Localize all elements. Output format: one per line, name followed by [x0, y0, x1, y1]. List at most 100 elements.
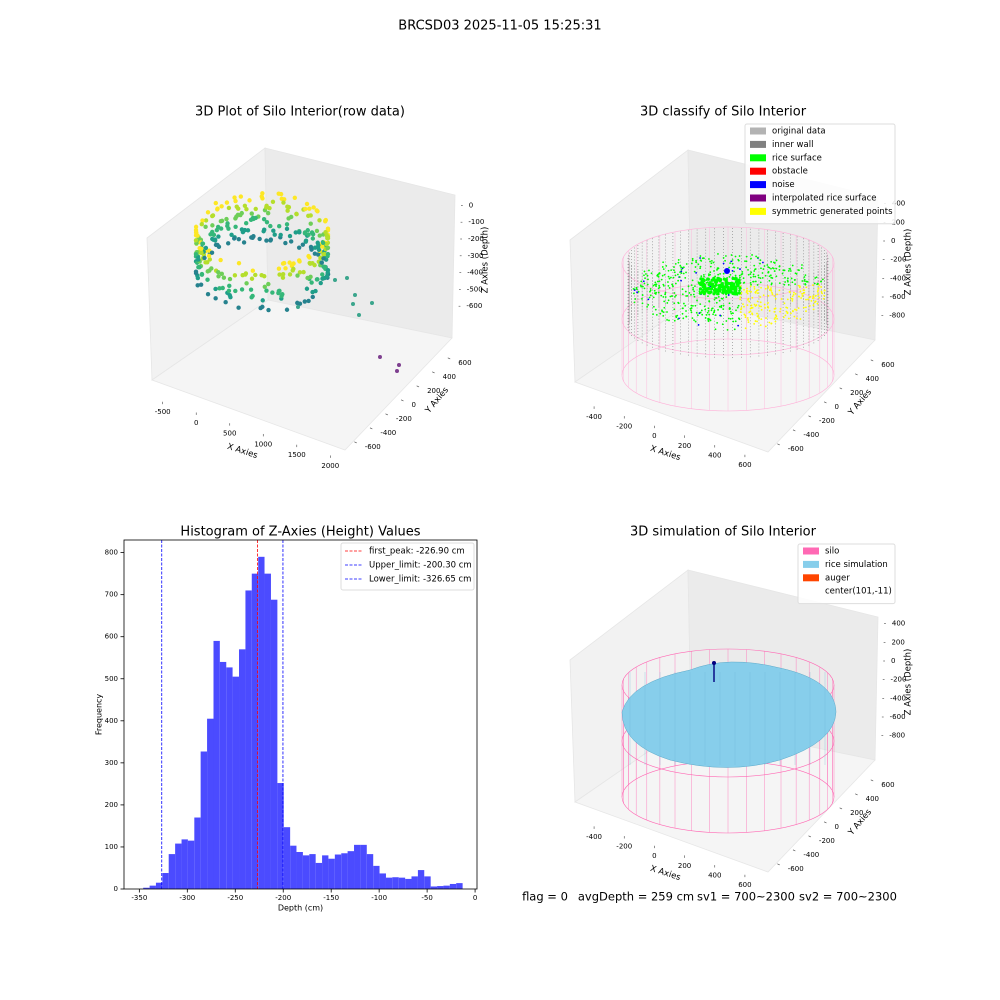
- point: [811, 297, 814, 300]
- point: [776, 317, 779, 320]
- point: [759, 301, 762, 304]
- point: [812, 295, 814, 298]
- point: [693, 319, 695, 322]
- point: [747, 273, 750, 276]
- point: [685, 315, 688, 318]
- point: [760, 286, 762, 289]
- point: [688, 292, 691, 294]
- point: [300, 242, 306, 247]
- point: [231, 236, 237, 241]
- point: [325, 270, 330, 275]
- point: [209, 250, 215, 255]
- point: [734, 255, 737, 258]
- point: [816, 290, 819, 293]
- point: [802, 292, 804, 295]
- point: [793, 291, 795, 294]
- point: [647, 303, 650, 306]
- point: [641, 297, 643, 300]
- point: [219, 204, 224, 209]
- point: [793, 315, 796, 318]
- point: [724, 278, 728, 282]
- point: [722, 272, 725, 275]
- point: [682, 302, 685, 305]
- point: [749, 276, 752, 279]
- point: [756, 320, 758, 323]
- point: [771, 277, 774, 279]
- point: [767, 270, 770, 273]
- point: [673, 269, 675, 272]
- z-tick-label: 400: [892, 620, 905, 628]
- point: [785, 310, 788, 313]
- point: [662, 261, 665, 264]
- point: [805, 286, 808, 289]
- x-tick-label: 0: [652, 432, 656, 440]
- bar: [456, 883, 463, 889]
- legend-label: rice simulation: [825, 560, 888, 570]
- point: [787, 317, 790, 320]
- point: [284, 222, 290, 227]
- point: [736, 306, 739, 309]
- point: [747, 319, 749, 321]
- y-tick-label: -200: [819, 417, 835, 425]
- point: [673, 292, 676, 294]
- legend-patch: [750, 181, 766, 189]
- point: [807, 298, 809, 301]
- point: [706, 311, 709, 314]
- point: [641, 285, 644, 288]
- y-tick-label: 600: [458, 359, 471, 367]
- point: [304, 286, 310, 291]
- legend-label: auger: [825, 573, 850, 583]
- point: [747, 321, 750, 324]
- point: [639, 284, 642, 287]
- tick-mark: [870, 359, 874, 362]
- point: [728, 281, 733, 286]
- point: [796, 317, 798, 320]
- point: [681, 293, 684, 296]
- point: [742, 303, 744, 306]
- point: [704, 317, 707, 319]
- point: [322, 251, 327, 257]
- point: [781, 272, 784, 275]
- point: [693, 270, 696, 273]
- point: [656, 280, 659, 283]
- legend-patch: [750, 127, 766, 135]
- point: [217, 286, 222, 291]
- bar: [309, 854, 316, 889]
- point: [249, 276, 255, 281]
- point: [668, 287, 671, 289]
- point: [730, 312, 733, 315]
- point: [697, 263, 700, 266]
- point: [643, 287, 646, 290]
- point: [751, 296, 754, 299]
- point: [729, 273, 732, 276]
- point: [270, 290, 275, 295]
- point: [262, 284, 267, 289]
- tick-mark: [385, 413, 389, 416]
- point: [744, 260, 746, 263]
- point: [822, 297, 825, 300]
- z-tick-label: -600: [890, 713, 906, 721]
- point: [714, 314, 717, 317]
- point: [709, 287, 714, 291]
- point: [727, 294, 730, 296]
- point: [673, 319, 676, 322]
- point: [821, 278, 824, 281]
- bar: [194, 817, 201, 889]
- point: [654, 308, 657, 311]
- bar: [437, 886, 444, 889]
- point: [695, 261, 698, 264]
- point: [281, 260, 287, 266]
- point: [803, 278, 806, 281]
- point: [196, 257, 201, 262]
- point: [803, 276, 806, 278]
- point: [743, 305, 745, 308]
- point: [720, 306, 723, 309]
- point: [762, 294, 765, 297]
- legend-label: original data: [772, 127, 826, 137]
- point: [685, 271, 687, 274]
- point: [759, 277, 762, 280]
- point: [754, 280, 757, 283]
- point: [767, 286, 770, 289]
- point: [817, 287, 820, 290]
- point: [647, 278, 649, 281]
